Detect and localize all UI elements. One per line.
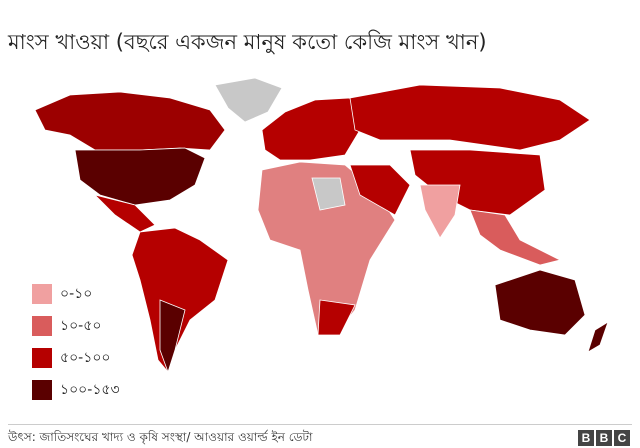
legend-item: ১০০-১৫৩ xyxy=(32,380,120,400)
footer: উৎস: জাতিসংঘের খাদ্য ও কৃষি সংস্থা/ আওয়… xyxy=(8,424,632,448)
legend-item: ০-১০ xyxy=(32,284,120,304)
legend-label: ১০০-১৫৩ xyxy=(60,382,120,398)
logo-letter: C xyxy=(614,430,630,446)
legend-label: ৫০-১০০ xyxy=(60,350,111,366)
legend-swatch xyxy=(32,284,52,304)
logo-letter: B xyxy=(578,430,594,446)
legend-label: ০-১০ xyxy=(60,286,93,302)
world-map xyxy=(34,77,609,374)
legend-item: ৫০-১০০ xyxy=(32,348,120,368)
legend: ০-১০ ১০-৫০ ৫০-১০০ ১০০-১৫৩ xyxy=(32,284,120,412)
legend-swatch xyxy=(32,380,52,400)
legend-item: ১০-৫০ xyxy=(32,316,120,336)
legend-swatch xyxy=(32,316,52,336)
logo-letter: B xyxy=(596,430,612,446)
legend-swatch xyxy=(32,348,52,368)
legend-label: ১০-৫০ xyxy=(60,318,102,334)
source: উৎস: জাতিসংঘের খাদ্য ও কৃষি সংস্থা/ আওয়… xyxy=(8,430,313,444)
title: মাংস খাওয়া (বছরে একজন মানুষ কতো কেজি মা… xyxy=(8,30,487,54)
